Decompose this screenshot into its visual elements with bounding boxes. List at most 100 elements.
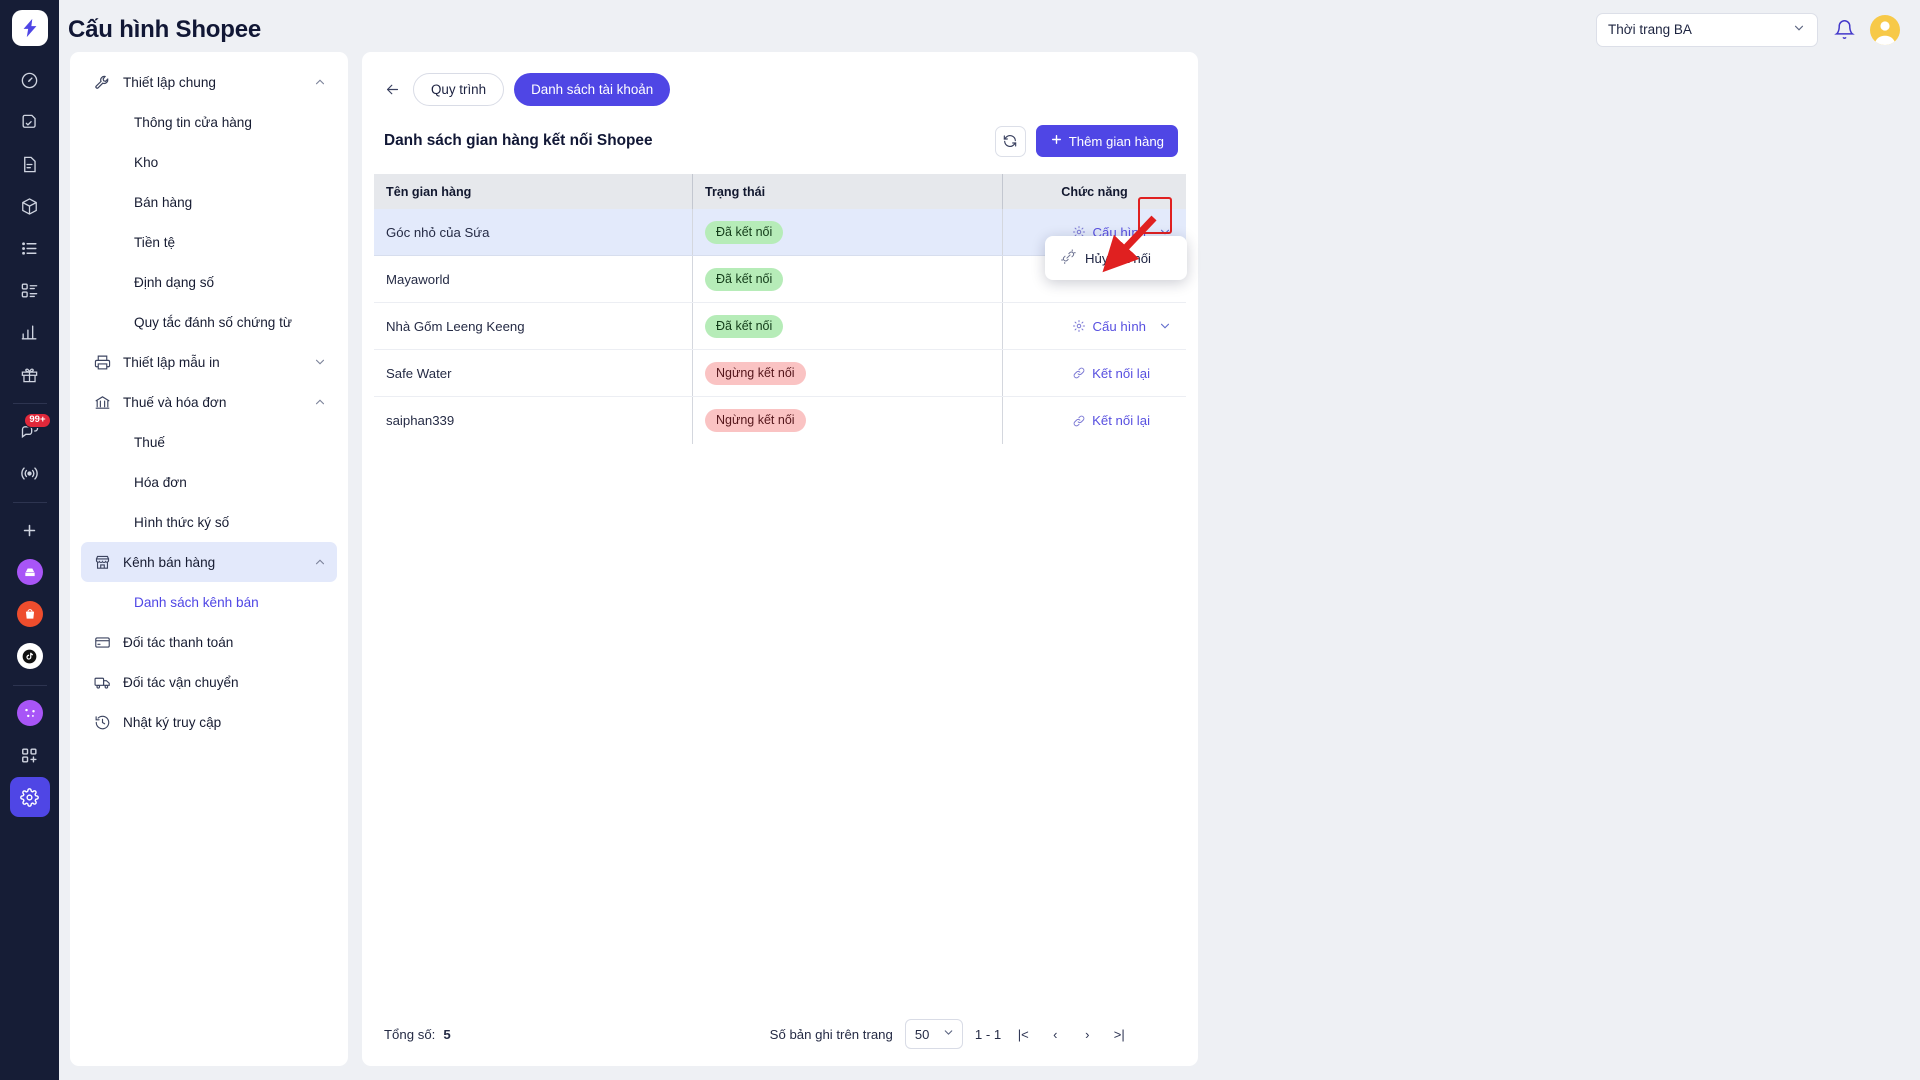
package-box-icon[interactable] — [10, 186, 50, 226]
table-row[interactable]: Mayaworld Đã kết nối Cấu hình — [374, 256, 1186, 303]
document-icon[interactable] — [10, 144, 50, 184]
bell-icon[interactable] — [1831, 17, 1857, 43]
arrow-left-icon[interactable] — [384, 81, 403, 98]
total-value: 5 — [443, 1026, 451, 1042]
sidebar-item-thue[interactable]: Thuế — [81, 422, 337, 462]
list-icon[interactable] — [10, 228, 50, 268]
network-nodes-icon[interactable] — [10, 693, 50, 733]
settings-gear-icon[interactable] — [9, 777, 50, 817]
sidebar-item-ban-hang[interactable]: Bán hàng — [81, 182, 337, 222]
sidebar-item-nhat-ky-truy-cap[interactable]: Nhật ký truy cập — [81, 702, 337, 742]
link-icon — [1072, 414, 1086, 428]
organization-select[interactable]: Thời trang BA — [1596, 12, 1818, 47]
tab-label: Danh sách tài khoản — [531, 82, 654, 97]
apps-add-icon[interactable] — [10, 735, 50, 775]
column-header-name: Tên gian hàng — [386, 184, 472, 199]
sidebar-item-thong-tin-cua-hang[interactable]: Thông tin cửa hàng — [81, 102, 337, 142]
last-page-button[interactable]: >| — [1113, 1026, 1125, 1042]
chevron-up-icon — [313, 75, 327, 89]
configure-action[interactable]: Cấu hình — [1072, 319, 1172, 334]
sidebar-item-kenh-ban-hang[interactable]: Kênh bán hàng — [81, 542, 337, 582]
gear-icon — [1072, 319, 1086, 333]
sidebar-item-thiet-lap-chung[interactable]: Thiết lập chung — [81, 62, 337, 102]
prev-page-button[interactable]: ‹ — [1053, 1026, 1058, 1042]
shopee-channel-icon[interactable] — [10, 594, 50, 634]
shop-name: Safe Water — [386, 365, 452, 381]
total-label: Tổng số: — [384, 1026, 436, 1042]
sidebar-item-kho[interactable]: Kho — [81, 142, 337, 182]
sidebar-item-doi-tac-van-chuyen[interactable]: Đối tác vận chuyển — [81, 662, 337, 702]
status-badge: Đã kết nối — [705, 220, 784, 244]
tab-quy-trinh[interactable]: Quy trình — [413, 73, 505, 106]
page-title: Cấu hình Shopee — [68, 15, 262, 43]
sidebar-item-doi-tac-thanh-toan[interactable]: Đối tác thanh toán — [81, 622, 337, 662]
gift-icon[interactable] — [10, 354, 50, 394]
sidebar-item-danh-sach-kenh-ban[interactable]: Danh sách kênh bán — [81, 582, 337, 622]
plus-icon[interactable] — [10, 510, 50, 550]
next-page-button[interactable]: › — [1085, 1026, 1090, 1042]
sidebar-item-thiet-lap-mau-in[interactable]: Thiết lập mẫu in — [81, 342, 337, 382]
table-row[interactable]: Nhà Gốm Leeng Keeng Đã kết nối Cấu hình — [374, 303, 1186, 350]
sidebar-item-label: Hóa đơn — [134, 474, 187, 490]
dropdown-item-label: Hủy kết nối — [1085, 250, 1151, 266]
layout-list-icon[interactable] — [10, 270, 50, 310]
rail-divider — [12, 403, 47, 404]
table-footer: Tổng số: 5 Số bản ghi trên trang 50 1 - … — [362, 1002, 1198, 1066]
reconnect-action[interactable]: Kết nối lại — [1072, 366, 1172, 381]
row-action-dropdown: Hủy kết nối — [1045, 236, 1187, 280]
shop-status-cell: Đã kết nối — [692, 303, 1002, 349]
sidebar-item-thue-va-hoa-don[interactable]: Thuế và hóa đơn — [81, 382, 337, 422]
table-row[interactable]: saiphan339 Ngừng kết nối Kết nối lại — [374, 397, 1186, 444]
card-actions: Thêm gian hàng — [994, 125, 1178, 157]
shop-function-cell: Kết nối lại — [1002, 350, 1186, 396]
sidebar-item-label: Hình thức ký số — [134, 514, 230, 530]
sidebar-item-dinh-dang-so[interactable]: Định dạng số — [81, 262, 337, 302]
app-logo[interactable] — [11, 10, 48, 46]
sidebar-item-hinh-thuc-ky-so[interactable]: Hình thức ký số — [81, 502, 337, 542]
dropdown-item-huy-ket-noi[interactable]: Hủy kết nối — [1045, 242, 1187, 274]
page-range: 1 - 1 — [974, 1026, 1002, 1042]
shop-name: Mayaworld — [386, 271, 450, 287]
unlink-icon — [1061, 249, 1076, 267]
add-gian-hang-label: Thêm gian hàng — [1068, 133, 1164, 149]
shop-name: saiphan339 — [386, 413, 455, 428]
user-avatar[interactable] — [1870, 14, 1900, 45]
table-header-row: Tên gian hàng Trạng thái Chức năng — [374, 174, 1186, 209]
lazada-channel-icon[interactable] — [10, 552, 50, 592]
sidebar-item-label: Kho — [134, 154, 159, 170]
credit-card-icon — [92, 632, 112, 652]
column-header-function: Chức năng — [1002, 174, 1186, 209]
broadcast-icon[interactable] — [10, 453, 50, 493]
sidebar-item-label: Thuế — [134, 434, 165, 450]
refresh-icon[interactable] — [994, 125, 1026, 157]
configure-label: Cấu hình — [1092, 318, 1146, 334]
tab-danh-sach-tai-khoan[interactable]: Danh sách tài khoản — [514, 73, 671, 106]
reconnect-action[interactable]: Kết nối lại — [1072, 413, 1172, 428]
sidebar-item-label: Thiết lập chung — [123, 74, 216, 90]
sidebar-item-hoa-don[interactable]: Hóa đơn — [81, 462, 337, 502]
printer-icon — [92, 352, 112, 372]
sidebar-item-tien-te[interactable]: Tiền tệ — [81, 222, 337, 262]
sidebar-item-label: Đối tác thanh toán — [123, 634, 234, 650]
table-row[interactable]: Safe Water Ngừng kết nối Kết nối lại — [374, 350, 1186, 397]
sidebar-item-label: Thiết lập mẫu in — [123, 354, 220, 370]
bank-icon — [92, 392, 112, 412]
chat-icon[interactable]: 99+ — [10, 411, 51, 451]
sidebar-item-quy-tac-danh-so-chung-tu[interactable]: Quy tắc đánh số chứng từ — [81, 302, 337, 342]
bar-chart-icon[interactable] — [10, 312, 50, 352]
shop-status-cell: Ngừng kết nối — [692, 350, 1002, 396]
chevron-down-icon[interactable] — [1158, 319, 1172, 333]
top-header: Cấu hình Shopee Thời trang BA — [59, 0, 1920, 59]
first-page-button[interactable]: |< — [1017, 1026, 1029, 1042]
dashboard-gauge-icon[interactable] — [10, 60, 50, 100]
status-badge: Đã kết nối — [705, 314, 784, 338]
reconnect-label: Kết nối lại — [1092, 365, 1150, 381]
tabs-row: Quy trình Danh sách tài khoản — [362, 52, 1198, 106]
column-header-status: Trạng thái — [692, 174, 1002, 209]
order-check-icon[interactable] — [10, 102, 50, 142]
history-clock-icon — [92, 712, 112, 732]
tiktok-channel-icon[interactable] — [10, 636, 50, 676]
per-page-select[interactable]: 50 — [904, 1019, 963, 1049]
sidebar-item-label: Bán hàng — [134, 194, 193, 210]
add-gian-hang-button[interactable]: Thêm gian hàng — [1035, 125, 1178, 157]
